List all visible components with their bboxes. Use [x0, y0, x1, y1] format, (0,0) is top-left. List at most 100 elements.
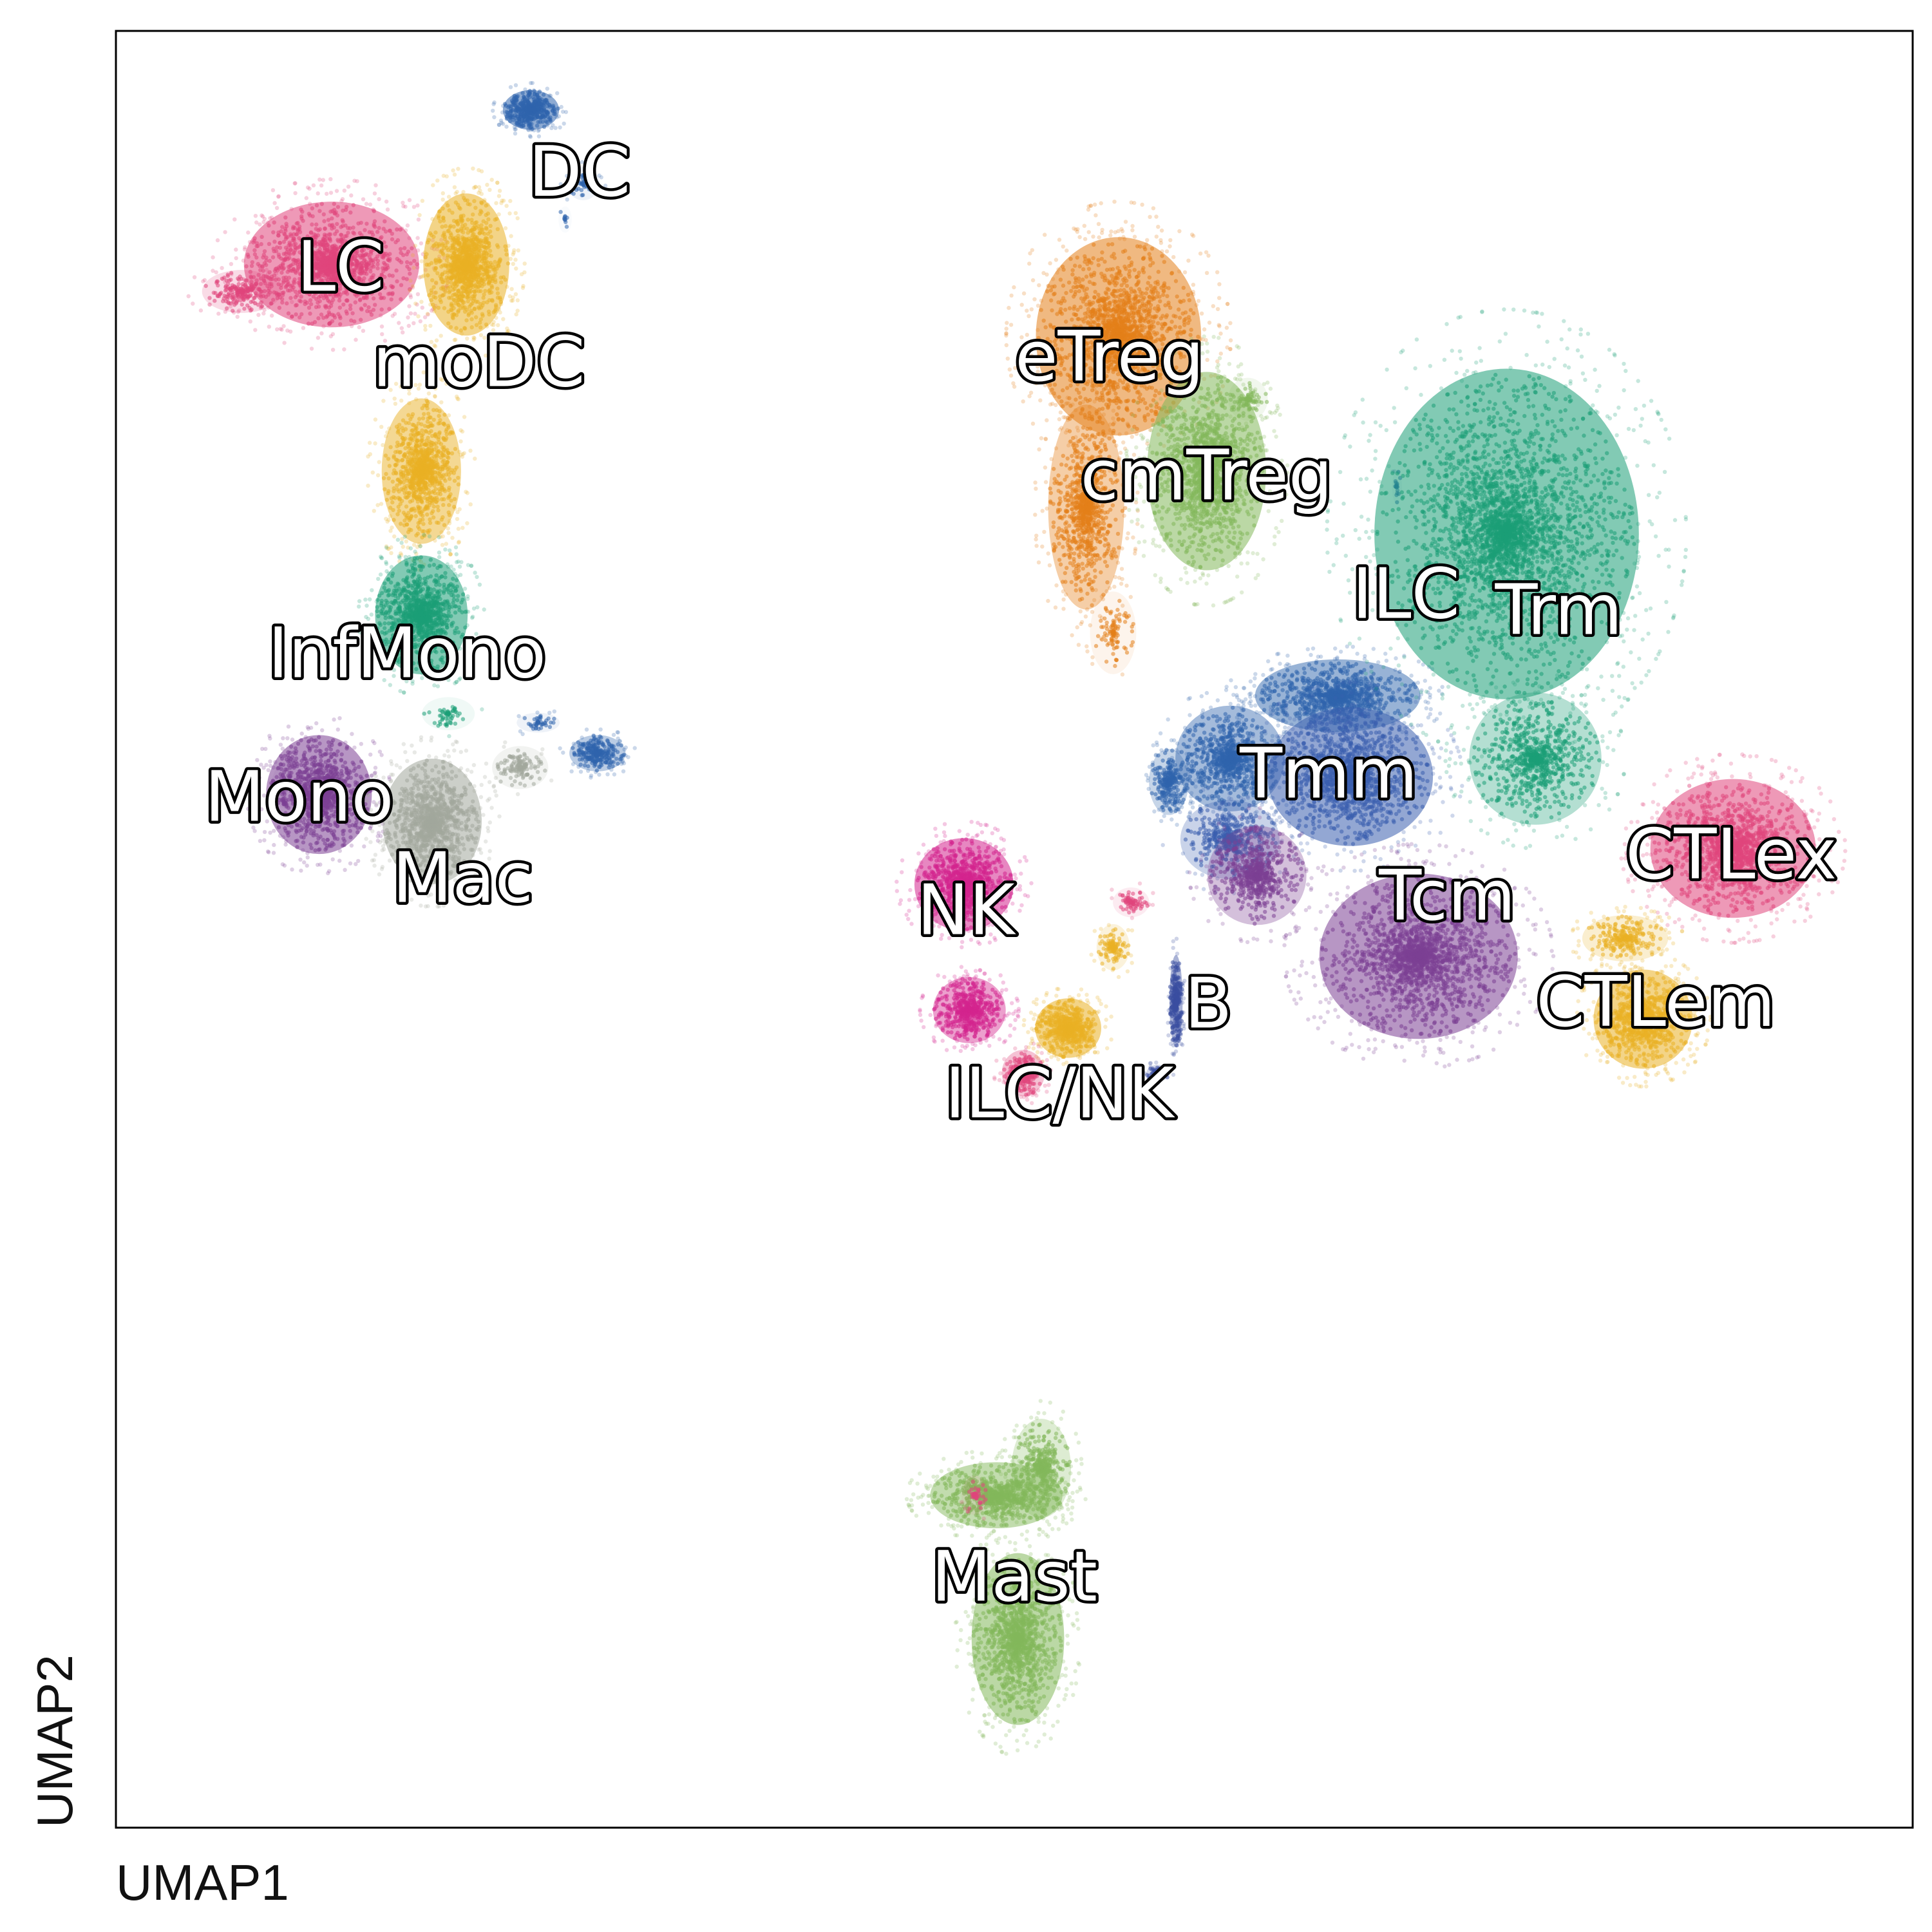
- data-point: [472, 289, 477, 294]
- data-point: [383, 244, 388, 249]
- data-point: [351, 203, 355, 207]
- data-point: [422, 315, 428, 319]
- data-point: [447, 503, 451, 507]
- data-point: [277, 266, 281, 271]
- data-point: [494, 201, 498, 205]
- data-point: [545, 120, 549, 125]
- data-point: [530, 127, 535, 131]
- data-point: [522, 270, 527, 275]
- data-point: [386, 476, 391, 480]
- data-point: [481, 219, 486, 223]
- data-point: [435, 504, 440, 509]
- data-point: [398, 502, 402, 506]
- data-point: [248, 269, 252, 274]
- data-point: [440, 224, 444, 229]
- data-point: [276, 194, 281, 199]
- data-point: [260, 265, 265, 269]
- data-point: [391, 471, 396, 476]
- data-point: [386, 491, 390, 496]
- data-point: [501, 317, 506, 321]
- data-point: [431, 464, 436, 469]
- data-point: [239, 289, 244, 294]
- data-point: [426, 273, 430, 278]
- data-point: [396, 459, 401, 463]
- data-point: [261, 311, 266, 316]
- data-point: [512, 125, 517, 129]
- data-point: [488, 249, 493, 253]
- data-point: [405, 459, 410, 464]
- data-point: [285, 301, 289, 306]
- data-point: [417, 213, 422, 218]
- data-point: [220, 276, 225, 281]
- data-point: [407, 527, 412, 532]
- data-point: [552, 106, 556, 111]
- data-point: [463, 264, 468, 269]
- data-point: [545, 123, 550, 128]
- data-point: [448, 254, 453, 258]
- data-point: [414, 426, 419, 431]
- data-point: [420, 428, 424, 433]
- data-point: [417, 475, 422, 480]
- data-point: [473, 184, 478, 189]
- data-point: [413, 452, 417, 457]
- data-point: [271, 298, 276, 302]
- data-point: [285, 234, 290, 240]
- data-point: [441, 173, 446, 178]
- data-point: [422, 412, 426, 417]
- data-point: [515, 308, 520, 313]
- data-point: [359, 317, 363, 322]
- data-point: [234, 286, 238, 290]
- data-point: [423, 429, 428, 433]
- data-point: [469, 218, 474, 222]
- data-point: [223, 230, 227, 234]
- data-point: [397, 422, 402, 427]
- data-point: [381, 476, 386, 480]
- data-point: [393, 462, 397, 467]
- data-point: [319, 202, 324, 206]
- data-point: [469, 280, 473, 285]
- data-point: [482, 251, 486, 255]
- data-point: [400, 226, 404, 231]
- data-point: [279, 270, 284, 275]
- data-point: [419, 498, 424, 504]
- data-point: [316, 191, 320, 196]
- data-point: [266, 305, 270, 310]
- data-point: [275, 296, 279, 301]
- data-point: [366, 454, 370, 459]
- data-point: [450, 536, 455, 540]
- data-point: [515, 298, 520, 303]
- data-point: [456, 243, 461, 247]
- data-point: [413, 243, 417, 248]
- data-point: [444, 275, 449, 279]
- data-point: [453, 446, 458, 451]
- data-point: [248, 319, 252, 324]
- data-point: [432, 305, 437, 310]
- data-point: [234, 256, 238, 261]
- data-point: [308, 202, 312, 206]
- data-point: [513, 103, 518, 108]
- data-point: [332, 207, 337, 212]
- data-point: [253, 214, 258, 218]
- data-point: [466, 268, 471, 273]
- data-point: [452, 172, 457, 177]
- data-point: [468, 202, 472, 207]
- data-point: [545, 86, 549, 91]
- data-point: [286, 281, 291, 287]
- data-point: [401, 457, 405, 462]
- data-point: [435, 178, 440, 183]
- data-point: [491, 108, 495, 113]
- data-point: [440, 497, 444, 502]
- data-point: [390, 314, 395, 318]
- data-point: [541, 92, 546, 97]
- data-point: [271, 247, 276, 251]
- data-point: [431, 417, 436, 422]
- data-point: [494, 216, 499, 222]
- data-point: [456, 475, 460, 480]
- data-point: [446, 451, 451, 456]
- data-point: [527, 134, 533, 138]
- data-point: [404, 260, 410, 265]
- data-point: [337, 314, 342, 319]
- data-point: [372, 509, 376, 513]
- data-point: [471, 225, 476, 231]
- data-point: [444, 460, 450, 465]
